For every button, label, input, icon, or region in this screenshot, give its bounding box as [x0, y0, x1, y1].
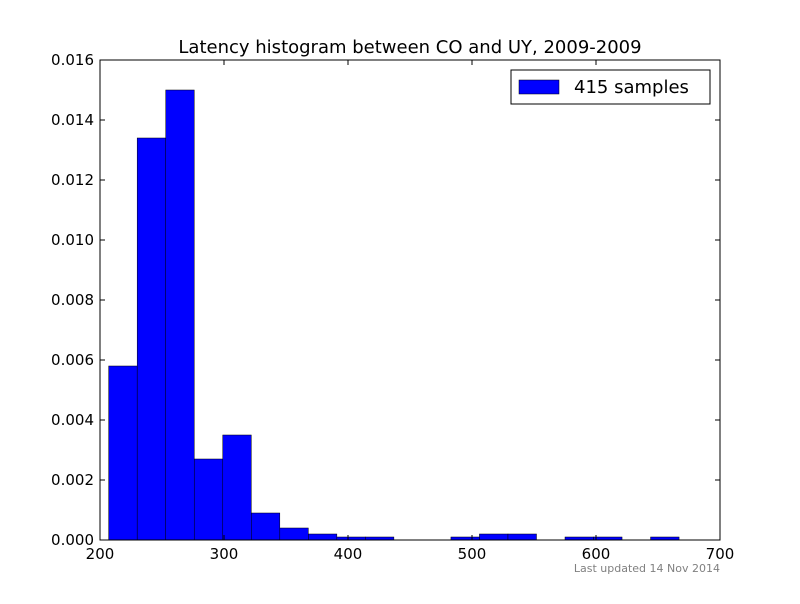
y-tick-label: 0.002: [51, 471, 94, 489]
y-tick-label: 0.010: [51, 231, 94, 249]
last-updated-note: Last updated 14 Nov 2014: [573, 562, 720, 575]
histogram-bar: [165, 89, 195, 541]
histogram-bar: [108, 365, 138, 541]
x-tick-label: 200: [86, 545, 115, 563]
legend-label: 415 samples: [574, 77, 689, 98]
y-tick-label: 0.016: [51, 51, 94, 69]
x-axis: 200 300 400 500 600 700: [86, 60, 735, 563]
histogram-bar: [222, 434, 252, 541]
legend: 415 samples: [510, 69, 711, 105]
x-tick-label: 600: [582, 545, 611, 563]
histogram-bars: [108, 89, 680, 541]
histogram-bar: [193, 458, 224, 541]
x-tick-label: 300: [210, 545, 239, 563]
y-tick-label: 0.004: [51, 411, 94, 429]
histogram-bar: [251, 512, 281, 541]
y-tick-label: 0.006: [51, 351, 94, 369]
histogram-bar: [136, 137, 166, 541]
legend-swatch: [518, 79, 560, 95]
x-tick-label: 400: [334, 545, 363, 563]
y-tick-label: 0.008: [51, 291, 94, 309]
y-tick-label: 0.012: [51, 171, 94, 189]
y-tick-label: 0.000: [51, 531, 94, 549]
histogram-bar: [507, 533, 537, 541]
histogram-bar: [479, 533, 509, 541]
y-axis: 0.000 0.002 0.004 0.006 0.008 0.010 0.012 0.014…: [51, 51, 720, 549]
histogram-bar: [308, 533, 338, 541]
chart-title: Latency histogram between CO and UY, 200…: [178, 37, 641, 58]
histogram-bar: [279, 527, 309, 541]
x-tick-label: 700: [706, 545, 735, 563]
x-tick-label: 500: [458, 545, 487, 563]
y-tick-label: 0.014: [51, 111, 94, 129]
